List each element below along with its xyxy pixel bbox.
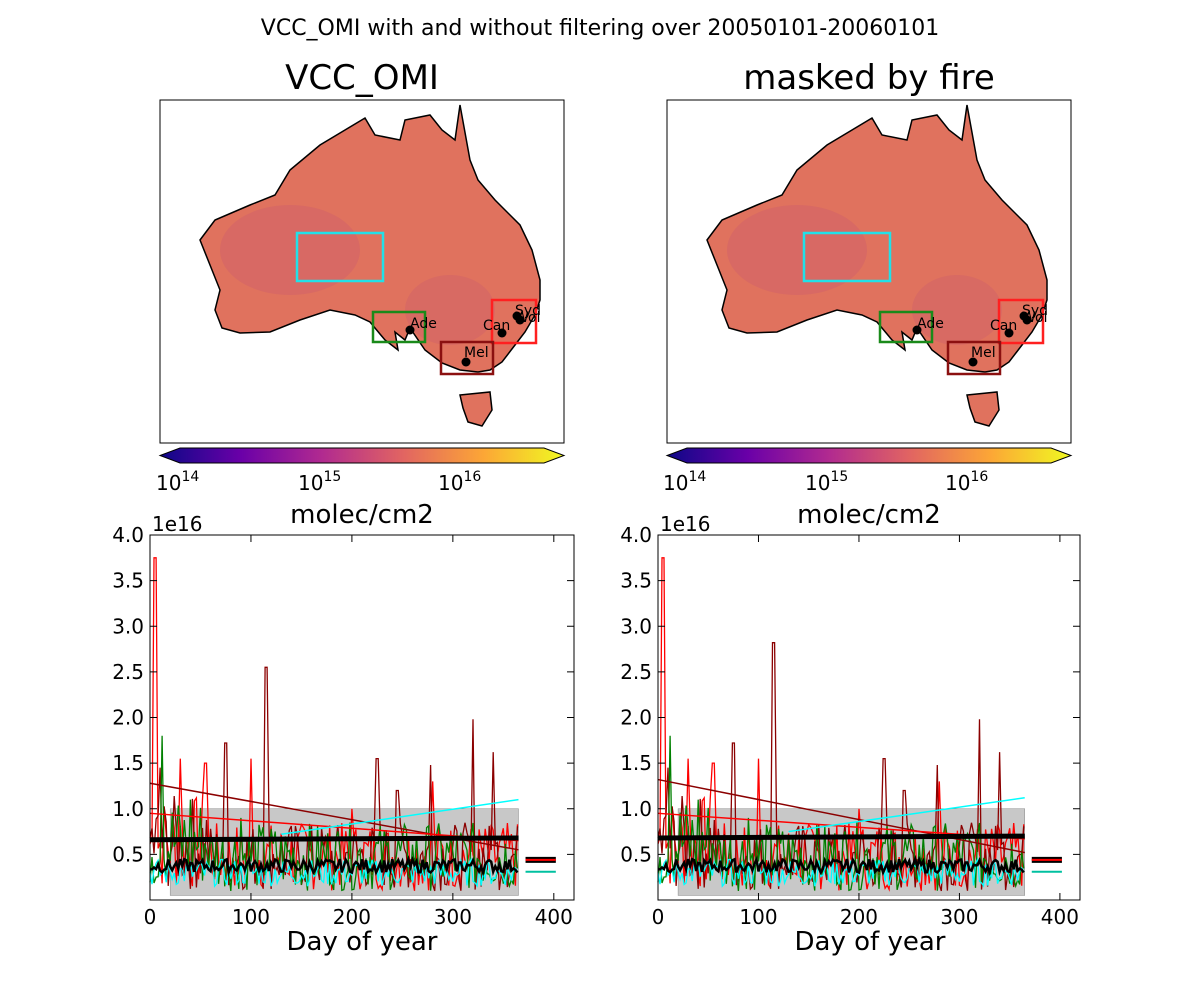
- colorbar-bar: [665, 447, 1073, 464]
- region-box-darkred: [946, 340, 1002, 376]
- southeast-shade: [912, 275, 1002, 345]
- colorbar-tick-label: 1014: [156, 469, 199, 495]
- y-tick-label: 1.0: [112, 797, 144, 821]
- city-label: Wol: [515, 310, 540, 326]
- city-label: Can: [990, 318, 1017, 334]
- southeast-shade: [405, 275, 495, 345]
- city-marker: [515, 315, 525, 325]
- trend-line: [657, 833, 1025, 841]
- y-tick-label: 2.0: [112, 706, 144, 730]
- colorbar-label-left: molec/cm2: [290, 500, 434, 530]
- y-tick-label: 0.5: [620, 842, 652, 866]
- colorbar-bar: [158, 447, 566, 464]
- y-tick-label: 1.5: [620, 751, 652, 775]
- colorbar-tick-label: 1016: [438, 469, 481, 495]
- timeseries-panel-left: 0 100 200 300 400 0.5 1.0 1.5 2.0 2.5 3.0 3.5 4.0: [112, 523, 575, 929]
- x-tick-label: 200: [840, 905, 878, 929]
- y-tick-label: 1.5: [112, 751, 144, 775]
- y-offset-label-left: 1e16: [152, 512, 203, 536]
- tasmania-land: [966, 391, 1000, 427]
- map-title-right: masked by fire: [743, 58, 995, 98]
- region-box-cyan: [295, 231, 385, 283]
- region-box-green: [878, 310, 934, 344]
- trend-line: [788, 797, 1025, 833]
- city-marker: [1022, 315, 1032, 325]
- city-label: Ade: [917, 316, 944, 332]
- city-marker: [405, 325, 415, 335]
- series-line: [149, 855, 519, 878]
- x-tick-label: 0: [652, 905, 665, 929]
- y-tick-label: 3.0: [112, 614, 144, 638]
- x-tick-label: 300: [434, 905, 472, 929]
- city-label: Wol: [1022, 310, 1047, 326]
- timeseries-panel-right: 0 100 200 300 400 0.5 1.0 1.5 2.0 2.5 3.0 3.5 4.0: [620, 523, 1081, 929]
- trend-line: [657, 778, 1025, 854]
- x-axis-label-left: Day of year: [286, 927, 438, 957]
- colorbar-left: 1014 1015 1016: [156, 447, 566, 495]
- city-marker: [1004, 328, 1014, 338]
- y-offset-label-right: 1e16: [660, 512, 711, 536]
- x-tick-label: 0: [144, 905, 157, 929]
- australia-land: [199, 104, 541, 373]
- interior-shade: [727, 205, 867, 295]
- region-box-darkred: [439, 340, 495, 376]
- colorbar-tick-label: 1014: [663, 469, 706, 495]
- city-label: Mel: [464, 345, 489, 361]
- y-tick-label: 2.0: [620, 706, 652, 730]
- interior-shade: [220, 205, 360, 295]
- x-tick-label: 400: [535, 905, 573, 929]
- region-box-green: [371, 310, 427, 344]
- city-marker: [461, 357, 471, 367]
- city-marker: [497, 328, 507, 338]
- y-tick-label: 2.5: [620, 660, 652, 684]
- trend-line: [281, 798, 519, 836]
- tasmania-land: [459, 391, 493, 427]
- city-label: Syd: [515, 303, 541, 319]
- y-tick-label: 3.5: [112, 569, 144, 593]
- city-label: Ade: [410, 316, 437, 332]
- colorbar-tick-label: 1015: [805, 469, 848, 495]
- city-marker: [968, 357, 978, 367]
- region-box-red: [997, 298, 1045, 345]
- colorbar-label-right: molec/cm2: [797, 500, 941, 530]
- x-axis-label-right: Day of year: [794, 927, 946, 957]
- city-label: Syd: [1022, 303, 1048, 319]
- australia-land: [706, 104, 1048, 373]
- y-tick-label: 0.5: [112, 842, 144, 866]
- x-tick-label: 100: [739, 905, 777, 929]
- map-title-left: VCC_OMI: [285, 58, 439, 98]
- y-tick-label: 4.0: [112, 523, 144, 547]
- x-tick-label: 300: [940, 905, 978, 929]
- city-label: Mel: [971, 345, 996, 361]
- y-tick-label: 2.5: [112, 660, 144, 684]
- colorbar-right: 1014 1015 1016: [663, 447, 1073, 495]
- colorbar-tick-label: 1016: [945, 469, 988, 495]
- colorbar-tick-label: 1015: [298, 469, 341, 495]
- trend-line: [149, 835, 519, 843]
- y-tick-label: 4.0: [620, 523, 652, 547]
- x-tick-label: 100: [232, 905, 270, 929]
- y-tick-label: 1.0: [620, 797, 652, 821]
- region-box-cyan: [802, 231, 892, 283]
- x-tick-label: 200: [333, 905, 371, 929]
- figure-suptitle: VCC_OMI with and without filtering over …: [260, 16, 940, 41]
- series-line: [657, 854, 1025, 877]
- x-tick-label: 400: [1041, 905, 1079, 929]
- y-tick-label: 3.0: [620, 614, 652, 638]
- city-label: Can: [483, 318, 510, 334]
- region-box-red: [490, 298, 538, 345]
- city-marker: [912, 325, 922, 335]
- y-tick-label: 3.5: [620, 569, 652, 593]
